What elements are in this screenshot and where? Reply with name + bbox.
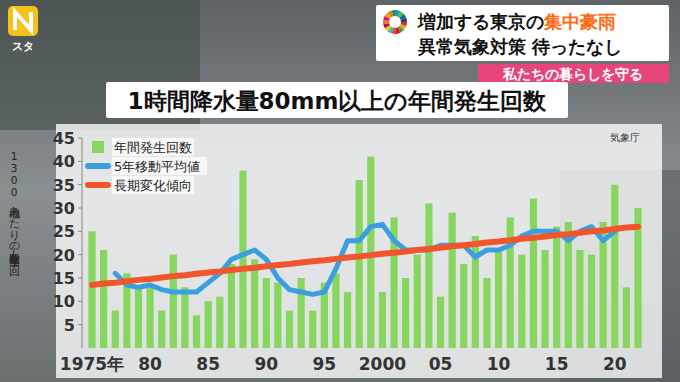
title-box: [106, 82, 568, 118]
bar: [228, 264, 235, 348]
headline-part: 増加する東京の: [417, 11, 544, 32]
y-tick: [78, 254, 82, 255]
x-tick-label: 10: [487, 354, 511, 374]
legend-swatch: [92, 141, 104, 153]
legend-bg: [112, 138, 194, 156]
chart-panel: [56, 124, 662, 378]
bar: [460, 264, 467, 348]
bar: [414, 255, 421, 348]
x-tick-label: 15: [545, 354, 569, 374]
bar: [146, 287, 153, 348]
bar: [251, 259, 258, 348]
bar: [483, 278, 490, 348]
y-tick-label: 25: [53, 222, 75, 241]
y-tick: [78, 138, 82, 139]
x-tick-label: 90: [254, 354, 278, 374]
y-tick: [78, 184, 82, 185]
legend-swatch: [88, 182, 108, 188]
y-tick-label: 15: [53, 269, 75, 288]
bar: [611, 185, 618, 348]
y-tick-label: 30: [53, 199, 75, 218]
bar: [588, 255, 595, 348]
headline-2: 異常気象対策 待ったなし: [417, 36, 622, 57]
bar: [88, 231, 95, 348]
bar: [553, 227, 560, 348]
bar: [216, 297, 223, 348]
bar: [541, 250, 548, 348]
bar: [205, 301, 212, 348]
sdg-icon: [389, 16, 401, 28]
source: 気象庁: [610, 132, 640, 143]
bar: [576, 250, 583, 348]
bar: [239, 171, 246, 348]
bar: [181, 287, 188, 348]
x-tick-label: 05: [429, 354, 453, 374]
headline-box: [376, 5, 669, 61]
bar: [112, 311, 119, 348]
x-tick-label: 85: [196, 354, 220, 374]
y-tick: [78, 208, 82, 209]
y-tick: [78, 324, 82, 325]
logo-text: スタ: [12, 40, 34, 53]
y-tick: [78, 278, 82, 279]
y-tick: [78, 161, 82, 162]
bar: [332, 273, 339, 348]
bar: [170, 255, 177, 348]
legend-label: 年間発生回数: [114, 140, 192, 155]
bar: [263, 278, 270, 348]
x-tick-label: 2000: [359, 354, 406, 374]
y-tick-label: 40: [53, 152, 75, 171]
bar: [100, 250, 107, 348]
y-tick-label: 10: [53, 292, 75, 311]
line: [92, 227, 638, 285]
legend-label: 5年移動平均値: [114, 159, 200, 174]
x-tick-label: 80: [138, 354, 162, 374]
background: [0, 0, 680, 382]
y-axis-title: 1300地点あたりの発生回数(回): [7, 150, 20, 277]
y-tick-label: 20: [53, 246, 75, 265]
x-tick-label: 95: [313, 354, 337, 374]
plot-marks: [88, 157, 641, 348]
legend-bg: [112, 157, 207, 175]
logo-box: [8, 6, 38, 36]
bar: [530, 199, 537, 348]
title: 1時間降水量80mm以上の年間発生回数: [128, 88, 548, 114]
bar: [309, 311, 316, 348]
legend-label: 長期変化傾向: [114, 178, 192, 193]
logo-mark: [15, 12, 31, 30]
y-tick-label: 5: [64, 316, 75, 335]
bar: [298, 278, 305, 348]
y-tick-label: 35: [53, 176, 75, 195]
bar: [379, 292, 386, 348]
bar: [274, 283, 281, 348]
subtitle-band: [478, 64, 669, 83]
bar: [518, 255, 525, 348]
bar: [623, 287, 630, 348]
legend-swatch: [88, 163, 108, 169]
y-tick: [78, 301, 82, 302]
y-axis-line: [82, 138, 83, 348]
headline-1: 増加する東京の集中豪雨: [417, 11, 616, 32]
headline-part: 集中豪雨: [543, 11, 616, 32]
bar: [495, 250, 502, 348]
bar: [158, 311, 165, 348]
x-tick-label: 20: [603, 354, 627, 374]
bar: [425, 203, 432, 348]
bar: [402, 278, 409, 348]
bar: [356, 180, 363, 348]
bar: [344, 292, 351, 348]
bar: [449, 213, 456, 348]
y-tick: [78, 231, 82, 232]
y-tick-label: 45: [53, 129, 75, 148]
legend-bg: [112, 176, 194, 194]
bar: [135, 287, 142, 348]
bar: [286, 311, 293, 348]
bar: [437, 297, 444, 348]
x-tick-label: 1975年: [60, 354, 124, 374]
subtitle-band-text: 私たちの暮らしを守る: [502, 66, 643, 82]
bar: [193, 315, 200, 348]
